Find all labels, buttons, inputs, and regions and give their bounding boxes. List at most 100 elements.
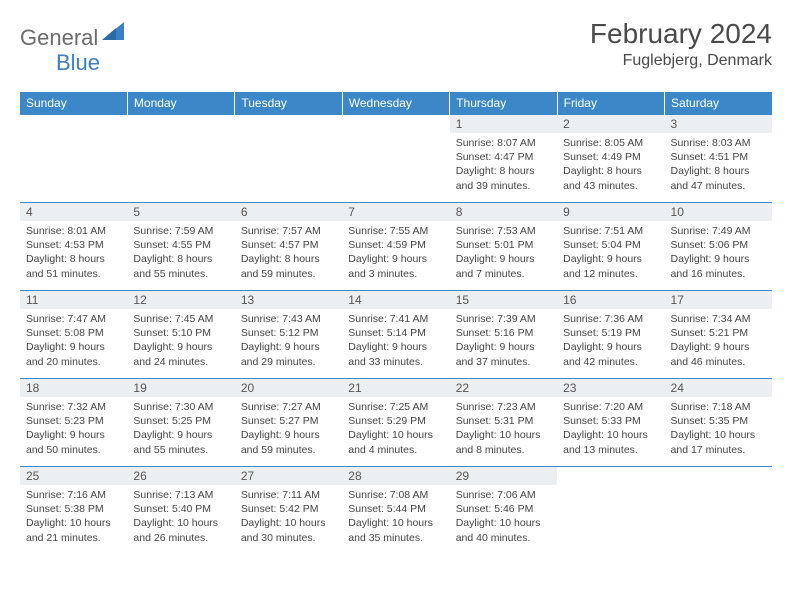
day-number: 13 — [235, 291, 342, 309]
day-detail-line: Sunrise: 7:45 AM — [133, 312, 228, 326]
day-detail-line: and 42 minutes. — [563, 355, 658, 369]
calendar-day-cell: 28Sunrise: 7:08 AMSunset: 5:44 PMDayligh… — [342, 467, 449, 555]
calendar-day-cell: .. — [235, 115, 342, 203]
day-detail-line: Daylight: 10 hours — [133, 516, 228, 530]
day-detail-line: Sunrise: 7:32 AM — [26, 400, 121, 414]
day-detail-line: Daylight: 10 hours — [456, 516, 551, 530]
day-detail-line: and 43 minutes. — [563, 179, 658, 193]
day-detail-line: Sunrise: 7:30 AM — [133, 400, 228, 414]
day-details: Sunrise: 7:49 AMSunset: 5:06 PMDaylight:… — [665, 221, 772, 285]
calendar-day-cell: 8Sunrise: 7:53 AMSunset: 5:01 PMDaylight… — [450, 203, 557, 291]
day-detail-line: Sunrise: 8:01 AM — [26, 224, 121, 238]
calendar-day-cell: 20Sunrise: 7:27 AMSunset: 5:27 PMDayligh… — [235, 379, 342, 467]
day-details: Sunrise: 8:03 AMSunset: 4:51 PMDaylight:… — [665, 133, 772, 197]
day-detail-line: and 21 minutes. — [26, 531, 121, 545]
day-detail-line: and 47 minutes. — [671, 179, 766, 193]
calendar-day-cell: 18Sunrise: 7:32 AMSunset: 5:23 PMDayligh… — [20, 379, 127, 467]
calendar-day-cell: 4Sunrise: 8:01 AMSunset: 4:53 PMDaylight… — [20, 203, 127, 291]
day-detail-line: Sunrise: 7:06 AM — [456, 488, 551, 502]
day-number: 29 — [450, 467, 557, 485]
day-detail-line: Sunset: 5:35 PM — [671, 414, 766, 428]
day-detail-line: and 7 minutes. — [456, 267, 551, 281]
day-detail-line: Daylight: 9 hours — [241, 340, 336, 354]
weekday-header: Tuesday — [235, 92, 342, 115]
day-detail-line: Sunrise: 7:53 AM — [456, 224, 551, 238]
day-detail-line: Sunset: 5:38 PM — [26, 502, 121, 516]
calendar-week-row: 4 Sunrise: 8:01 AMSunset: 4:53 PM Daylight… — [20, 203, 772, 291]
day-number: 4 — [20, 203, 127, 221]
day-detail-line: Daylight: 8 hours — [456, 164, 551, 178]
day-detail-line: Sunrise: 7:13 AM — [133, 488, 228, 502]
day-detail-line: Sunset: 4:55 PM — [133, 238, 228, 252]
day-detail-line: and 40 minutes. — [456, 531, 551, 545]
calendar-day-cell: 25Sunrise: 7:16 AMSunset: 5:38 PMDayligh… — [20, 467, 127, 555]
day-number: 7 — [342, 203, 449, 221]
day-number: 1 — [450, 115, 557, 133]
day-number: 28 — [342, 467, 449, 485]
day-detail-line: Sunset: 5:46 PM — [456, 502, 551, 516]
day-number: 24 — [665, 379, 772, 397]
day-details: Sunrise: 7:16 AMSunset: 5:38 PMDaylight:… — [20, 485, 127, 549]
day-detail-line: Sunset: 5:44 PM — [348, 502, 443, 516]
day-detail-line: and 24 minutes. — [133, 355, 228, 369]
day-detail-line: Sunset: 5:21 PM — [671, 326, 766, 340]
day-detail-line: Daylight: 9 hours — [671, 340, 766, 354]
brand-part-a: General — [20, 25, 98, 51]
day-number: 8 — [450, 203, 557, 221]
day-detail-line: Sunrise: 7:18 AM — [671, 400, 766, 414]
day-details: Sunrise: 7:08 AMSunset: 5:44 PMDaylight:… — [342, 485, 449, 549]
day-detail-line: Sunset: 4:57 PM — [241, 238, 336, 252]
day-number: 19 — [127, 379, 234, 397]
day-detail-line: Sunset: 5:42 PM — [241, 502, 336, 516]
day-detail-line: Sunrise: 7:27 AM — [241, 400, 336, 414]
day-details: Sunrise: 7:25 AMSunset: 5:29 PMDaylight:… — [342, 397, 449, 461]
day-detail-line: Daylight: 9 hours — [133, 340, 228, 354]
day-details: Sunrise: 7:30 AMSunset: 5:25 PMDaylight:… — [127, 397, 234, 461]
day-detail-line: Daylight: 9 hours — [563, 340, 658, 354]
day-detail-line: Daylight: 9 hours — [26, 428, 121, 442]
day-detail-line: and 16 minutes. — [671, 267, 766, 281]
day-details: Sunrise: 7:45 AMSunset: 5:10 PMDaylight:… — [127, 309, 234, 373]
day-detail-line: Sunset: 4:51 PM — [671, 150, 766, 164]
day-detail-line: Daylight: 10 hours — [348, 428, 443, 442]
day-detail-line: Daylight: 10 hours — [671, 428, 766, 442]
day-detail-line: Daylight: 9 hours — [26, 340, 121, 354]
weekday-header: Friday — [557, 92, 664, 115]
calendar-day-cell: 11Sunrise: 7:47 AMSunset: 5:08 PMDayligh… — [20, 291, 127, 379]
day-detail-line: Sunset: 4:53 PM — [26, 238, 121, 252]
calendar-day-cell: 26Sunrise: 7:13 AMSunset: 5:40 PMDayligh… — [127, 467, 234, 555]
day-details: Sunrise: 7:20 AMSunset: 5:33 PMDaylight:… — [557, 397, 664, 461]
day-detail-line: Daylight: 10 hours — [456, 428, 551, 442]
day-detail-line: Daylight: 8 hours — [671, 164, 766, 178]
day-number: 2 — [557, 115, 664, 133]
day-number: 9 — [557, 203, 664, 221]
day-detail-line: Daylight: 9 hours — [348, 252, 443, 266]
day-detail-line: Daylight: 10 hours — [563, 428, 658, 442]
calendar-day-cell: 16Sunrise: 7:36 AMSunset: 5:19 PMDayligh… — [557, 291, 664, 379]
day-number: 26 — [127, 467, 234, 485]
day-detail-line: Daylight: 9 hours — [456, 252, 551, 266]
brand-part-b: Blue — [56, 50, 792, 76]
day-detail-line: Sunrise: 7:36 AM — [563, 312, 658, 326]
day-number: 21 — [342, 379, 449, 397]
weekday-header: Sunday — [20, 92, 127, 115]
day-number: 27 — [235, 467, 342, 485]
day-detail-line: Daylight: 8 hours — [133, 252, 228, 266]
calendar-week-row: 25Sunrise: 7:16 AMSunset: 5:38 PMDayligh… — [20, 467, 772, 555]
day-number: 11 — [20, 291, 127, 309]
day-details: Sunrise: 7:23 AMSunset: 5:31 PMDaylight:… — [450, 397, 557, 461]
day-detail-line: and 59 minutes. — [241, 443, 336, 457]
day-detail-line: and 13 minutes. — [563, 443, 658, 457]
day-detail-line: Sunset: 5:16 PM — [456, 326, 551, 340]
day-number: 15 — [450, 291, 557, 309]
day-number: 20 — [235, 379, 342, 397]
day-detail-line: Sunset: 5:23 PM — [26, 414, 121, 428]
calendar-week-row: 18Sunrise: 7:32 AMSunset: 5:23 PMDayligh… — [20, 379, 772, 467]
day-details: Sunrise: 7:32 AMSunset: 5:23 PMDaylight:… — [20, 397, 127, 461]
calendar-day-cell: 29Sunrise: 7:06 AMSunset: 5:46 PMDayligh… — [450, 467, 557, 555]
day-detail-line: Sunset: 4:47 PM — [456, 150, 551, 164]
day-detail-line: Sunrise: 8:05 AM — [563, 136, 658, 150]
day-detail-line: Sunset: 5:31 PM — [456, 414, 551, 428]
calendar-body: ........1Sunrise: 8:07 AMSunset: 4:47 PM… — [20, 115, 772, 555]
day-details: Sunrise: 7:06 AMSunset: 5:46 PMDaylight:… — [450, 485, 557, 549]
